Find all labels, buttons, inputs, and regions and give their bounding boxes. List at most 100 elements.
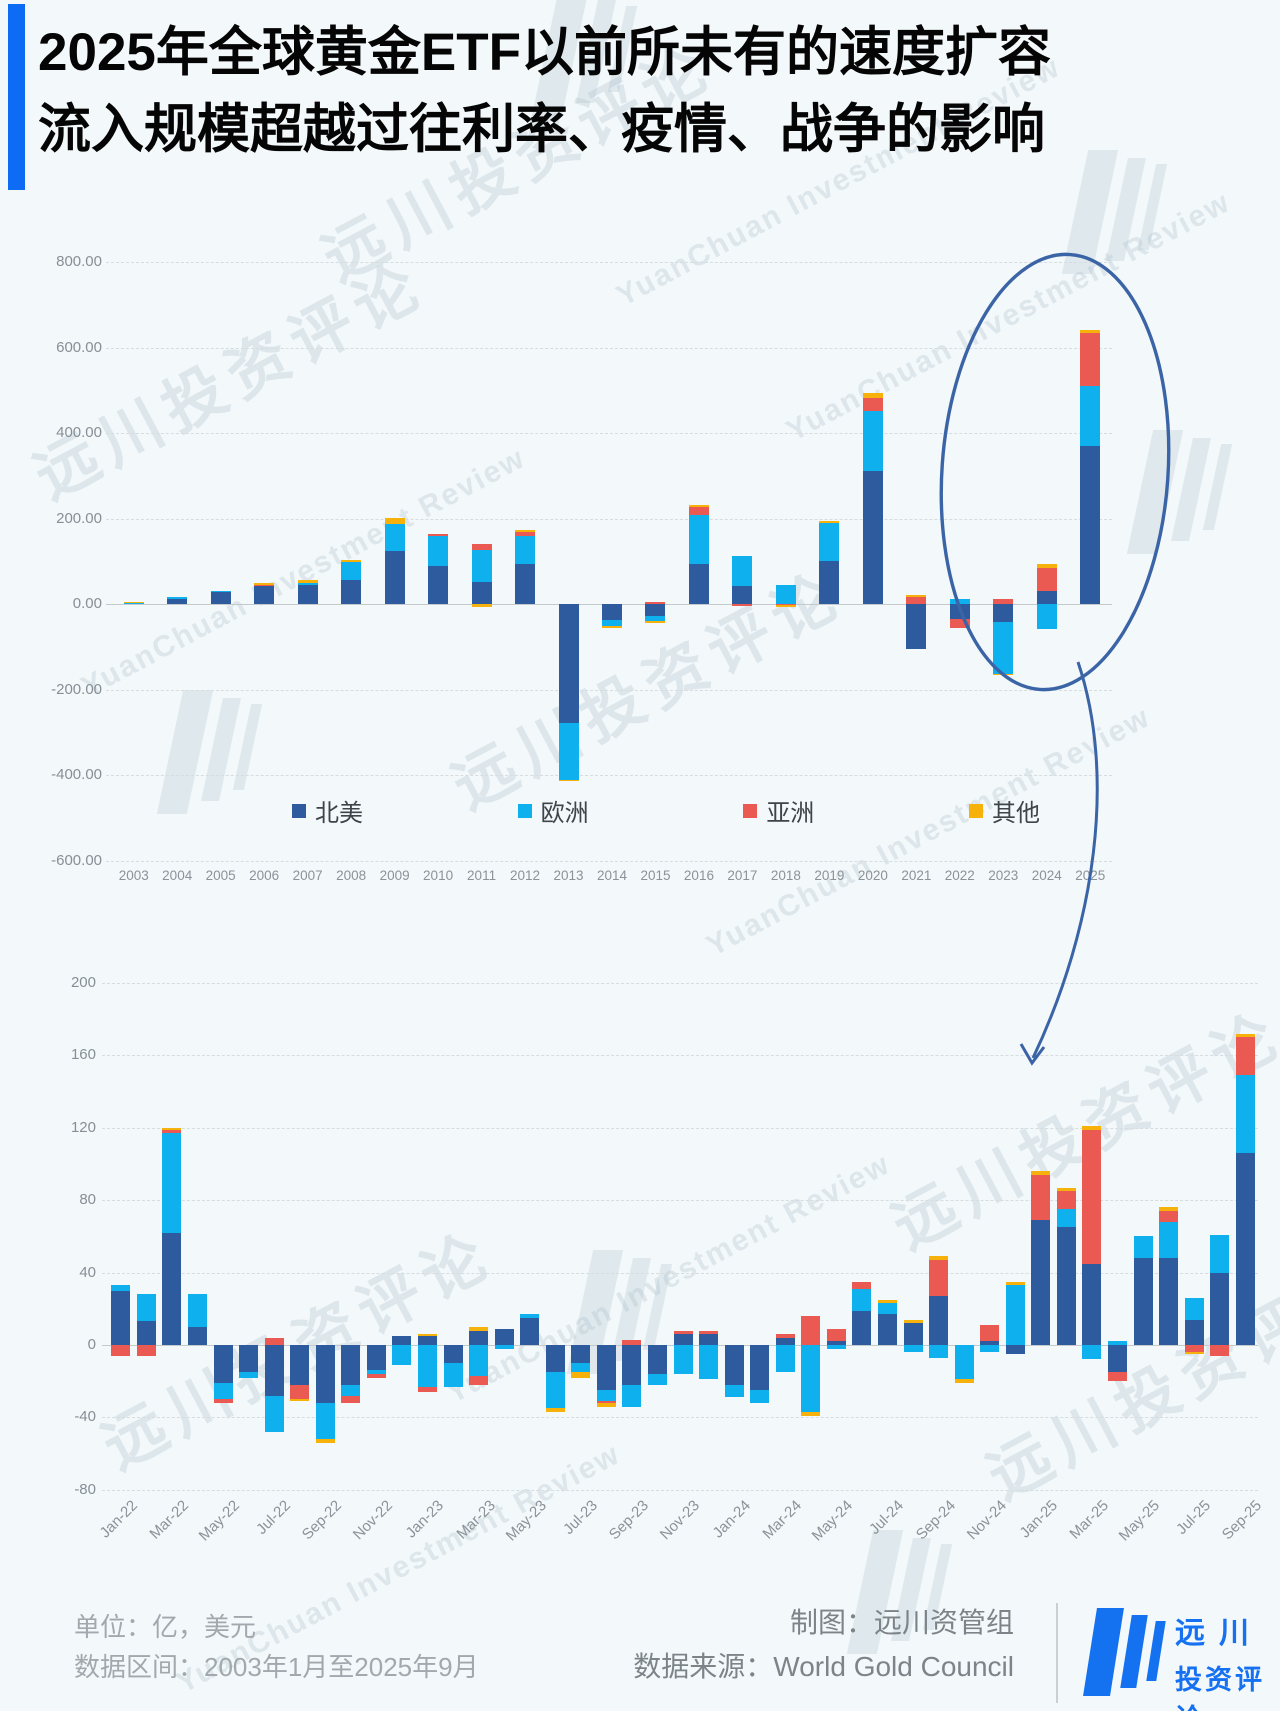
brand-logo: 远川 投资评论 YuanChuan Investment Review [1083,1608,1280,1711]
bar-segment-北美 [1133,1258,1153,1345]
x-axis-tick-label: 2011 [467,868,497,883]
bar-segment-其他 [877,1299,897,1304]
bar-segment-亚洲 [515,532,536,536]
bar-segment-北美 [341,1345,361,1385]
bar-segment-北美 [187,1326,207,1345]
gridline [106,262,1112,263]
bar-segment-北美 [1107,1345,1127,1373]
bar-segment-欧洲 [949,599,970,604]
bar-segment-北美 [949,604,970,619]
bar-segment-欧洲 [1235,1075,1255,1154]
bar-segment-其他 [1184,1352,1204,1355]
watermark-text: YuanChuan Investment Review [701,700,1156,963]
bar-segment-亚洲 [826,1328,846,1342]
logo-name-cn2: 投资评论 [1175,1665,1265,1711]
y-axis-tick-label: -400.00 [51,766,102,783]
gridline [102,1272,1258,1274]
x-axis-tick-label: 2015 [640,868,671,883]
bar-segment-欧洲 [673,1345,693,1374]
y-axis-tick-label: 800.00 [56,253,102,270]
watermark-text: YuanChuan Investment Review [441,1147,896,1410]
bar-segment-北美 [264,1345,284,1396]
legend-item-北美: 北美 [292,793,363,828]
bar-segment-欧洲 [732,556,753,587]
bar-segment-亚洲 [645,602,666,604]
bar-segment-其他 [1036,563,1057,568]
bar-segment-亚洲 [801,1316,821,1345]
bar-segment-北美 [515,563,536,604]
y-axis-tick-label: -80 [74,1480,96,1498]
bar-segment-欧洲 [558,722,579,780]
bar-segment-北美 [341,580,362,604]
y-axis-tick-label: -40 [74,1408,96,1426]
bar-segment-北美 [392,1335,412,1345]
x-axis-tick-label: 2018 [770,868,801,883]
legend-swatch-icon [968,803,983,818]
gridline [106,347,1112,349]
bar-segment-北美 [239,1345,259,1373]
y-axis-tick-label: 0.00 [72,595,102,612]
footer-divider [1056,1603,1058,1703]
watermark-text: 远川投资评论 [882,998,1280,1263]
bar-segment-欧洲 [239,1372,259,1378]
bar-segment-北美 [297,584,318,604]
footer-right: 制图：远川资管组 数据来源：World Gold Council [454,1601,1014,1689]
bar-segment-北美 [750,1345,770,1391]
bar-segment-亚洲 [775,604,796,606]
bar-segment-欧洲 [341,1384,361,1396]
bar-segment-欧洲 [1210,1234,1230,1273]
bar-segment-亚洲 [688,506,709,515]
bar-segment-北美 [469,1330,489,1345]
bar-segment-北美 [417,1335,437,1345]
bar-segment-欧洲 [596,1390,616,1402]
bar-segment-欧洲 [494,1345,514,1349]
bar-segment-欧洲 [1005,1285,1025,1345]
bar-segment-其他 [254,583,275,585]
bar-segment-亚洲 [366,1373,386,1378]
bar-segment-欧洲 [647,1373,667,1385]
bar-segment-北美 [1184,1319,1204,1345]
bar-segment-北美 [213,1345,233,1383]
brand-logo-icon [1083,1608,1166,1711]
legend-label: 北美 [315,800,363,827]
bar-segment-其他 [1082,1125,1102,1130]
bar-segment-其他 [993,673,1014,676]
bar-segment-北美 [210,591,231,604]
watermark-logo-icon [1126,430,1233,554]
bar-segment-亚洲 [596,1401,616,1403]
y-axis-tick-label: 0 [87,1336,96,1353]
bar-segment-北美 [1031,1220,1051,1345]
bar-segment-欧洲 [602,619,622,626]
bar-segment-北美 [520,1317,540,1345]
gridline [106,775,1112,776]
bar-segment-欧洲 [136,1294,156,1322]
bar-segment-欧洲 [1133,1236,1153,1259]
gridline [106,860,1112,862]
title-accent-bar [8,4,25,190]
bar-segment-其他 [545,1408,565,1412]
footer-credit: 制图：远川资管组 [789,1607,1014,1638]
bar-segment-北美 [1082,1263,1102,1345]
bar-segment-亚洲 [980,1325,1000,1342]
bar-segment-北美 [647,1345,667,1374]
bar-segment-欧洲 [428,536,449,567]
page-title: 2025年全球黄金ETF以前所未有的速度扩容 流入规模超越过往利率、疫情、战争的… [38,14,1158,168]
bar-segment-亚洲 [264,1337,284,1345]
bar-segment-欧洲 [1082,1345,1102,1360]
bar-segment-欧洲 [341,561,362,581]
bar-segment-欧洲 [826,1345,846,1349]
bar-segment-北美 [596,1345,616,1391]
legend-item-欧洲: 欧洲 [517,793,589,828]
watermark-text: YuanChuan Investment Review [781,185,1236,448]
bar-segment-北美 [688,564,709,604]
bar-segment-其他 [471,604,492,607]
bar-segment-其他 [801,1411,821,1416]
x-axis-tick-label: 2012 [510,868,541,883]
y-axis-tick-label: 120 [70,1118,96,1136]
bar-segment-欧洲 [929,1345,949,1358]
bar-segment-亚洲 [1056,1191,1076,1210]
bar-segment-北美 [545,1345,565,1373]
bar-segment-北美 [111,1290,131,1345]
legend-swatch-icon [292,803,306,818]
